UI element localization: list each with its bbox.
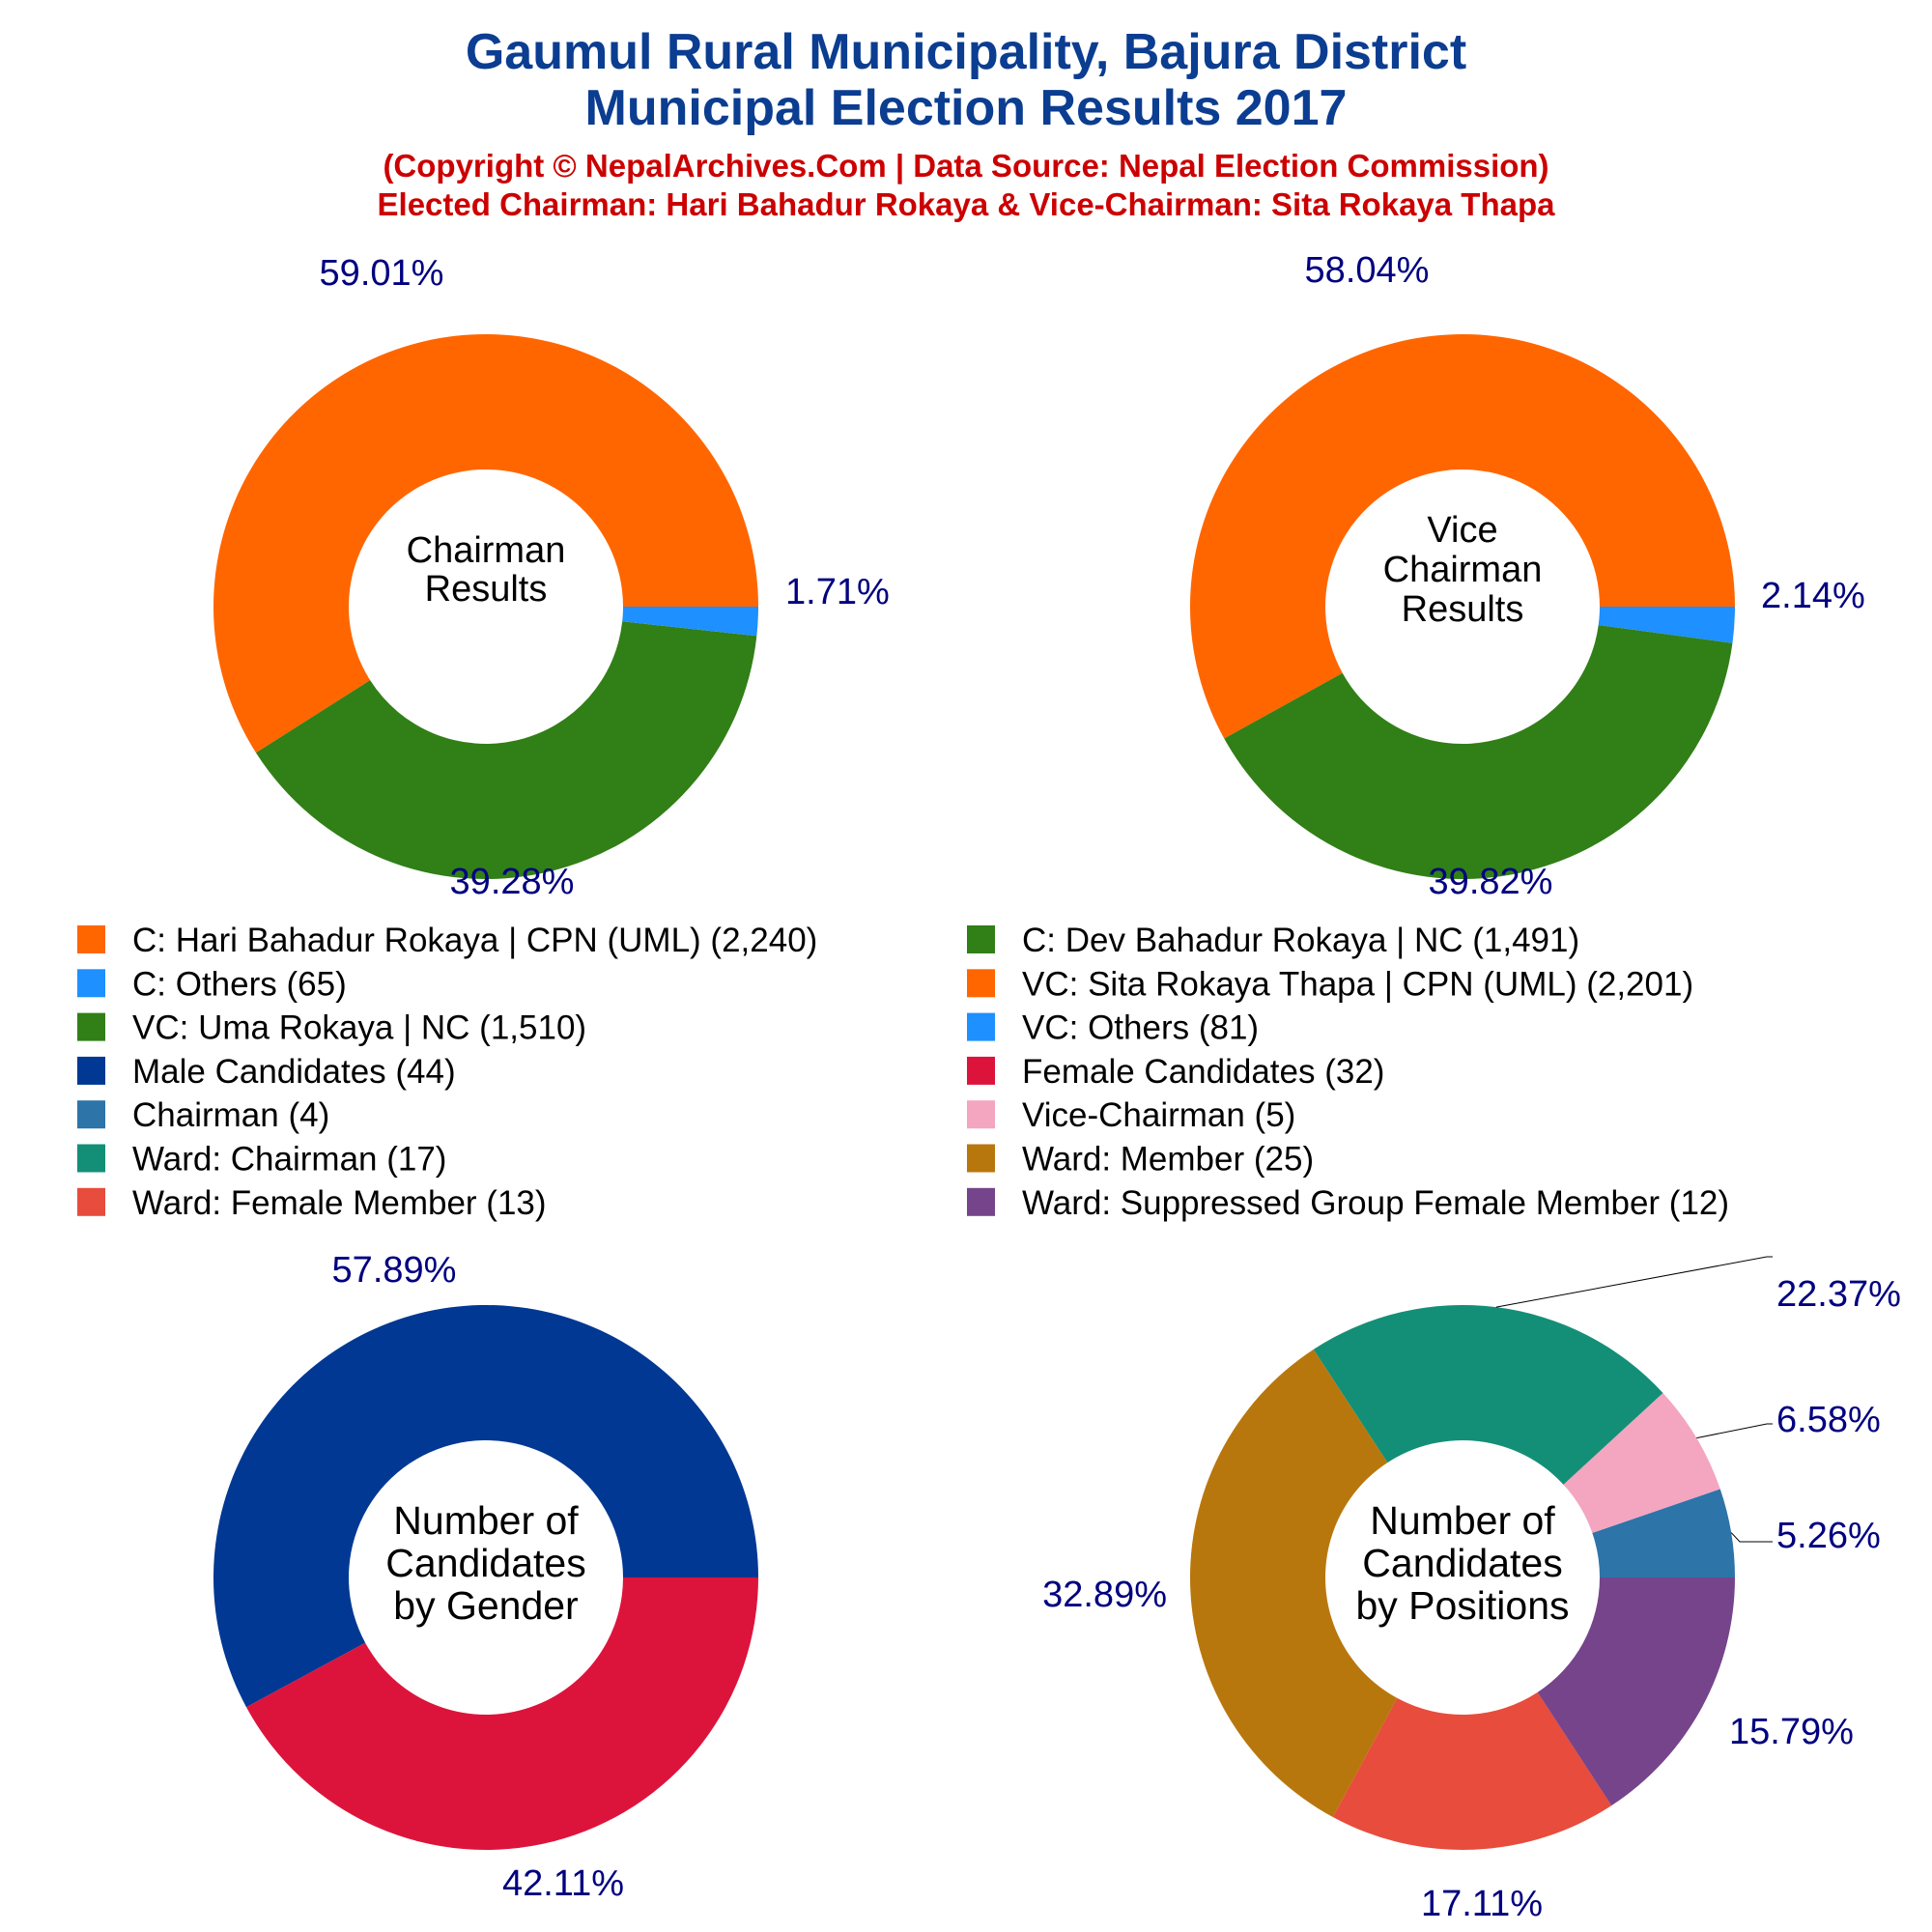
positions-center-label-0: Number of [1370, 1498, 1555, 1543]
positions-center-label-1: Candidates [1362, 1541, 1562, 1585]
legend-swatch-10 [77, 1144, 105, 1173]
legend-swatch-13 [967, 1187, 995, 1216]
legend-item-11: Ward: Member (25) [967, 1141, 1314, 1179]
legend-item-4: VC: Uma Rokaya | NC (1,510) [77, 1009, 586, 1047]
legend-label-3: VC: Sita Rokaya Thapa | CPN (UML) (2,201… [1022, 965, 1693, 1003]
legend-item-7: Female Candidates (32) [967, 1053, 1384, 1091]
positions-percent-label-0: 5.26% [1776, 1516, 1881, 1556]
gender-slice-1 [245, 1577, 758, 1851]
vice-chairman-slice-1 [1224, 625, 1733, 880]
legend-swatch-2 [77, 969, 105, 998]
vice-chairman-percent-label-0: 58.04% [1305, 250, 1430, 291]
positions-leader-0 [1730, 1532, 1773, 1543]
legend-item-9: Vice-Chairman (5) [967, 1096, 1295, 1134]
positions-slice-1 [1563, 1393, 1720, 1533]
vice-chairman-center-label-0: Vice [1427, 510, 1497, 551]
positions-percent-label-2: 22.37% [1776, 1274, 1901, 1315]
legend-swatch-11 [967, 1144, 995, 1173]
vice-chairman-percent-label-2: 2.14% [1761, 576, 1865, 616]
legend-label-13: Ward: Suppressed Group Female Member (12… [1022, 1184, 1729, 1222]
chairman-center-label-0: Chairman [407, 530, 566, 571]
legend-swatch-5 [967, 1012, 995, 1041]
vice-chairman-slice-2 [1598, 607, 1735, 643]
legend-swatch-3 [967, 969, 995, 998]
legend-label-8: Chairman (4) [132, 1096, 329, 1134]
legend-label-0: C: Hari Bahadur Rokaya | CPN (UML) (2,24… [132, 922, 817, 959]
chairman-percent-label-0: 59.01% [320, 253, 444, 294]
legend-item-12: Ward: Female Member (13) [77, 1184, 547, 1222]
chart-title-line2: Municipal Election Results 2017 [585, 80, 1348, 136]
legend-label-6: Male Candidates (44) [132, 1053, 456, 1091]
positions-slice-0 [1592, 1489, 1735, 1577]
legend-label-5: VC: Others (81) [1022, 1009, 1259, 1047]
donut-positions: 5.26% 6.58% 22.37% 32.89% 17.11% 15.79% Number… [1042, 1256, 1901, 1924]
legend-label-2: C: Others (65) [132, 965, 347, 1003]
positions-center-label-2: by Positions [1355, 1583, 1569, 1628]
legend-item-0: C: Hari Bahadur Rokaya | CPN (UML) (2,24… [77, 922, 817, 959]
legend-label-11: Ward: Member (25) [1022, 1141, 1314, 1179]
copyright-subtitle: (Copyright © NepalArchives.Com | Data So… [383, 148, 1548, 184]
chairman-percent-label-2: 1.71% [785, 572, 890, 612]
positions-slice-5 [1537, 1577, 1735, 1806]
legend-item-6: Male Candidates (44) [77, 1053, 456, 1091]
legend-item-5: VC: Others (81) [967, 1009, 1259, 1047]
positions-leader-1 [1696, 1423, 1773, 1439]
legend-swatch-0 [77, 925, 105, 953]
gender-center-label-0: Number of [393, 1498, 579, 1543]
chairman-center-label-1: Results [425, 569, 548, 610]
vice-chairman-percent-label-1: 39.82% [1429, 862, 1553, 902]
positions-leader-2 [1495, 1256, 1773, 1308]
vice-chairman-slice-0 [1189, 333, 1735, 739]
gender-percent-label-0: 57.89% [332, 1250, 457, 1291]
positions-percent-label-5: 15.79% [1729, 1712, 1854, 1752]
gender-slice-0 [213, 1304, 759, 1708]
legend-label-10: Ward: Chairman (17) [132, 1141, 446, 1179]
positions-slice-4 [1332, 1691, 1612, 1850]
legend-swatch-7 [967, 1056, 995, 1085]
chairman-slice-1 [255, 621, 757, 879]
chairman-percent-label-1: 39.28% [450, 862, 575, 902]
legend-label-12: Ward: Female Member (13) [132, 1184, 547, 1222]
elected-subtitle: Elected Chairman: Hari Bahadur Rokaya & … [378, 186, 1556, 222]
legend-label-7: Female Candidates (32) [1022, 1053, 1384, 1091]
legend-label-4: VC: Uma Rokaya | NC (1,510) [132, 1009, 586, 1047]
chairman-slice-0 [213, 334, 758, 753]
positions-percent-label-4: 17.11% [1421, 1884, 1543, 1924]
legend-item-8: Chairman (4) [77, 1096, 329, 1134]
vice-chairman-center-label-2: Results [1402, 589, 1524, 630]
legend-item-10: Ward: Chairman (17) [77, 1141, 446, 1179]
positions-percent-label-3: 32.89% [1042, 1575, 1167, 1615]
legend-swatch-9 [967, 1100, 995, 1129]
legend-swatch-4 [77, 1012, 105, 1041]
vice-chairman-center-label-1: Chairman [1383, 550, 1543, 590]
gender-center-label-2: by Gender [393, 1583, 578, 1628]
legend-swatch-8 [77, 1100, 105, 1129]
legend-swatch-1 [967, 925, 995, 953]
positions-slice-3 [1190, 1349, 1398, 1818]
chairman-slice-2 [622, 607, 758, 637]
gender-percent-label-1: 42.11% [502, 1863, 624, 1904]
legend-item-3: VC: Sita Rokaya Thapa | CPN (UML) (2,201… [967, 965, 1693, 1003]
legend-item-1: C: Dev Bahadur Rokaya | NC (1,491) [967, 922, 1579, 959]
donut-charts: 59.01%39.28%1.71%ChairmanResults58.04%39… [213, 250, 1901, 1924]
positions-percent-label-1: 6.58% [1776, 1400, 1881, 1440]
legend-label-9: Vice-Chairman (5) [1022, 1096, 1295, 1134]
legend-swatch-12 [77, 1187, 105, 1216]
legend-item-2: C: Others (65) [77, 965, 347, 1003]
legend-label-1: C: Dev Bahadur Rokaya | NC (1,491) [1022, 922, 1579, 959]
chart-title-line1: Gaumul Rural Municipality, Bajura Distri… [466, 24, 1466, 80]
legend: C: Hari Bahadur Rokaya | CPN (UML) (2,24… [77, 922, 1729, 1222]
legend-swatch-6 [77, 1056, 105, 1085]
legend-item-13: Ward: Suppressed Group Female Member (12… [967, 1184, 1729, 1222]
gender-center-label-1: Candidates [385, 1541, 585, 1585]
positions-slice-2 [1313, 1304, 1663, 1485]
